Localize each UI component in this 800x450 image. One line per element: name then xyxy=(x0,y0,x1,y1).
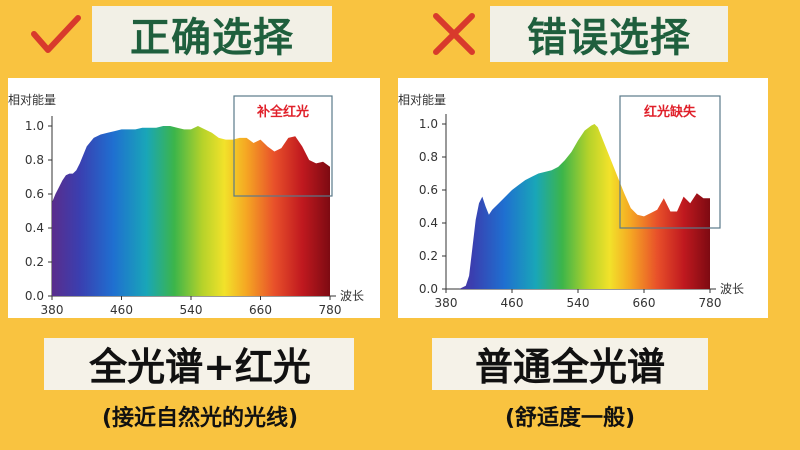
annotation-box xyxy=(233,95,333,197)
y-tick-label: 0.0 xyxy=(25,289,44,303)
x-tick-label: 380 xyxy=(435,296,458,310)
left-chart-card: 0.0 0.2 0.4 0.6 0.8 1.0 380 460 540 660 780 相对能量波长 补… xyxy=(8,78,380,318)
left-caption-highlight xyxy=(44,338,354,390)
x-tick-label: 780 xyxy=(319,303,342,317)
right-chart-card: 0.0 0.2 0.4 0.6 0.8 1.0 380 460 540 660 780 相对能量波长 红… xyxy=(398,78,768,318)
annotation-box xyxy=(619,95,721,229)
x-axis-label: 波长 xyxy=(720,282,744,296)
x-tick-label: 380 xyxy=(41,303,64,317)
annotation-label: 红光缺失 xyxy=(644,104,697,120)
left-caption-main: 全光谱+红光 xyxy=(89,345,311,389)
y-tick-label: 0.2 xyxy=(25,255,44,269)
y-tick-label: 0.4 xyxy=(419,216,438,230)
spectrum-area xyxy=(52,126,330,296)
y-tick-label: 1.0 xyxy=(25,119,44,133)
y-tick-label: 0.4 xyxy=(25,221,44,235)
y-tick-label: 0.6 xyxy=(25,187,44,201)
x-tick-label: 660 xyxy=(249,303,272,317)
x-tick-label: 460 xyxy=(110,303,133,317)
x-tick-label: 460 xyxy=(501,296,524,310)
x-axis-label: 波长 xyxy=(340,289,364,303)
right-caption-main: 普通全光谱 xyxy=(474,345,665,389)
cross-mark-icon xyxy=(433,13,475,55)
y-tick-label: 0.0 xyxy=(419,282,438,296)
y-axis-label: 相对能量 xyxy=(8,93,56,107)
spectrum-area xyxy=(446,124,710,289)
correct-choice-heading: 正确选择 xyxy=(92,6,332,62)
left-caption-sub: (接近自然光的光线) xyxy=(101,406,299,431)
wrong-choice-heading: 错误选择 xyxy=(490,6,728,62)
x-tick-label: 780 xyxy=(699,296,722,310)
annotation-label: 补全红光 xyxy=(256,104,309,120)
right-caption-sub: (舒适度一般) xyxy=(504,406,636,431)
y-tick-label: 0.8 xyxy=(419,150,438,164)
x-tick-label: 660 xyxy=(633,296,656,310)
y-tick-label: 1.0 xyxy=(419,117,438,131)
y-axis-label: 相对能量 xyxy=(398,93,446,107)
y-tick-label: 0.6 xyxy=(419,183,438,197)
right-caption-highlight xyxy=(432,338,708,390)
check-mark-icon xyxy=(31,15,81,53)
y-tick-label: 0.8 xyxy=(25,153,44,167)
x-tick-label: 540 xyxy=(180,303,203,317)
y-tick-label: 0.2 xyxy=(419,249,438,263)
x-tick-label: 540 xyxy=(567,296,590,310)
